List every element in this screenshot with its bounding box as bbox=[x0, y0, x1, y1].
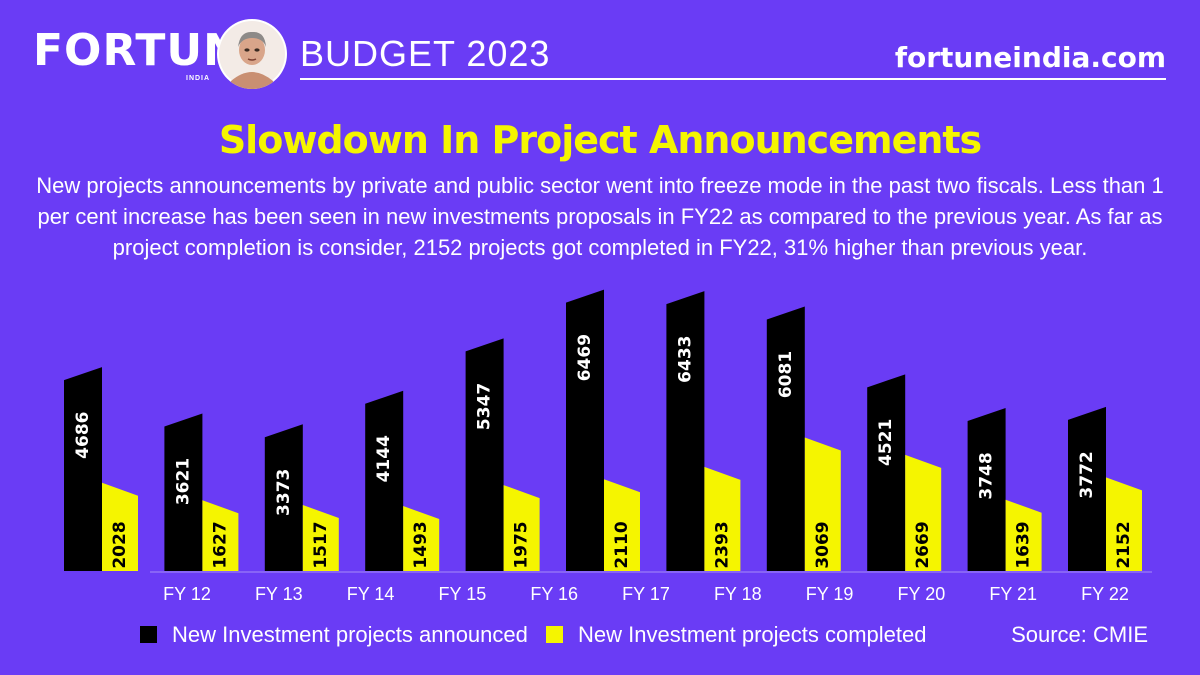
bar-chart: 4686 2028 3621 1627 3373 1517 4144 1493 5347 1975… bbox=[64, 289, 1152, 604]
data-label-announced: 6081 bbox=[776, 351, 796, 398]
bar-announced bbox=[164, 413, 203, 571]
data-label-announced: 4521 bbox=[876, 419, 896, 466]
chart-title: Slowdown In Project Announcements bbox=[218, 118, 982, 162]
data-label-announced: 3748 bbox=[977, 452, 997, 499]
site-url[interactable]: fortuneindia.com bbox=[894, 41, 1166, 74]
data-label-completed: 2152 bbox=[1114, 521, 1134, 568]
bar-announced bbox=[867, 374, 906, 571]
data-label-completed: 2393 bbox=[712, 521, 732, 568]
bar-announced bbox=[264, 424, 303, 571]
legend-label-completed: New Investment projects completed bbox=[578, 622, 927, 647]
bar-completed bbox=[102, 482, 138, 571]
bar-completed bbox=[403, 506, 440, 571]
x-tick-label: FY 13 bbox=[255, 584, 303, 604]
budget-title: BUDGET 2023 bbox=[300, 33, 551, 74]
x-tick-label: FY 22 bbox=[1081, 584, 1129, 604]
data-label-completed: 1639 bbox=[1014, 521, 1034, 568]
bar-announced bbox=[64, 367, 102, 571]
data-label-announced: 3373 bbox=[274, 469, 294, 516]
x-tick-label: FY 21 bbox=[989, 584, 1037, 604]
bar-completed bbox=[804, 437, 841, 571]
data-label-completed: 2669 bbox=[913, 521, 933, 568]
legend-swatch-announced bbox=[140, 626, 157, 643]
bar-completed bbox=[704, 466, 741, 571]
legend-item-announced: New Investment projects announced bbox=[140, 620, 528, 650]
bar-completed bbox=[604, 479, 640, 571]
x-tick-label: FY 16 bbox=[530, 584, 578, 604]
bar-completed bbox=[1106, 477, 1142, 571]
portrait-image bbox=[217, 19, 287, 89]
data-label-announced: 3772 bbox=[1077, 451, 1097, 498]
x-tick-label: FY 18 bbox=[714, 584, 762, 604]
bar-completed bbox=[905, 454, 942, 571]
bar-announced bbox=[766, 306, 805, 571]
data-label-announced: 4144 bbox=[374, 435, 394, 482]
chart-subtitle: New projects announcements by private an… bbox=[36, 173, 1164, 260]
x-tick-label: FY 15 bbox=[439, 584, 487, 604]
header: FORTUNE INDIA BUDGET 2023 fortuneindia.c… bbox=[0, 0, 1200, 100]
bar-announced bbox=[365, 390, 404, 571]
brand-sub-label: INDIA bbox=[186, 75, 211, 82]
x-tick-label: FY 12 bbox=[163, 584, 211, 604]
bar-announced bbox=[1068, 406, 1106, 571]
bar-announced bbox=[566, 289, 604, 571]
x-tick-label: FY 20 bbox=[898, 584, 946, 604]
data-label-completed: 1975 bbox=[512, 521, 532, 568]
data-label-announced: 5347 bbox=[475, 383, 495, 430]
data-label-completed: 2110 bbox=[612, 521, 632, 568]
x-tick-label: FY 14 bbox=[347, 584, 395, 604]
data-label-announced: 6469 bbox=[575, 334, 595, 381]
data-label-completed: 2028 bbox=[110, 521, 130, 568]
x-tick-label: FY 17 bbox=[622, 584, 670, 604]
data-label-announced: 6433 bbox=[675, 336, 695, 383]
bar-announced bbox=[465, 338, 504, 571]
bar-completed bbox=[202, 500, 239, 571]
data-label-completed: 1517 bbox=[311, 521, 331, 568]
bar-completed bbox=[503, 485, 540, 571]
data-label-announced: 4686 bbox=[73, 411, 93, 458]
data-label-completed: 1493 bbox=[411, 521, 431, 568]
data-label-announced: 3621 bbox=[173, 458, 193, 505]
bar-announced bbox=[967, 407, 1006, 571]
data-label-completed: 3069 bbox=[813, 521, 833, 568]
bar-completed bbox=[1005, 499, 1042, 571]
bar-announced bbox=[666, 291, 705, 571]
data-label-completed: 1627 bbox=[210, 521, 230, 568]
legend-item-completed: New Investment projects completed bbox=[546, 620, 927, 650]
legend-label-announced: New Investment projects announced bbox=[172, 622, 528, 647]
header-rule bbox=[300, 78, 1166, 80]
x-tick-label: FY 19 bbox=[806, 584, 854, 604]
legend-swatch-completed bbox=[546, 626, 563, 643]
bar-completed bbox=[302, 505, 339, 571]
chart-source: Source: CMIE bbox=[1011, 622, 1148, 647]
